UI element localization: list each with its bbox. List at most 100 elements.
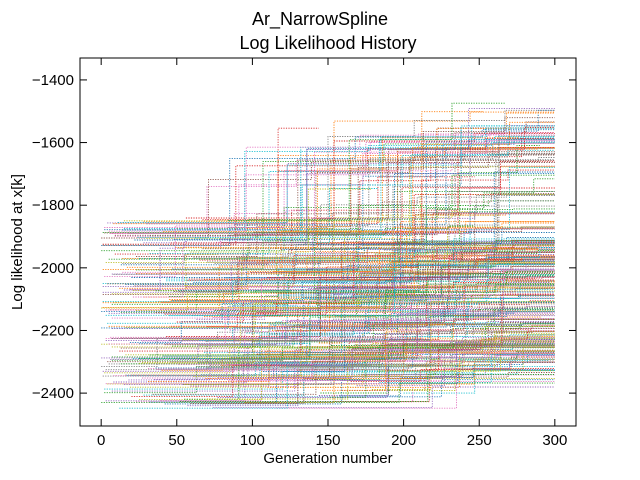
likelihood-series-line: [315, 160, 555, 254]
likelihood-series-line: [359, 260, 514, 274]
likelihood-series-line: [149, 344, 555, 356]
likelihood-series-line: [102, 247, 537, 308]
likelihood-series-line: [101, 382, 555, 403]
likelihood-series-line: [185, 133, 555, 219]
likelihood-series-line: [166, 263, 555, 282]
likelihood-series-line: [142, 298, 412, 364]
likelihood-series-line: [108, 132, 555, 232]
chart-title: Ar_NarrowSpline: [252, 9, 388, 30]
likelihood-series-line: [314, 258, 555, 289]
likelihood-series-line: [380, 278, 536, 289]
likelihood-series-line: [252, 127, 555, 238]
likelihood-series-line: [104, 336, 555, 374]
likelihood-series-line: [143, 349, 555, 365]
likelihood-series-line: [329, 316, 542, 326]
likelihood-series-line: [275, 132, 555, 249]
likelihood-series-line: [139, 251, 555, 259]
likelihood-series-line: [129, 271, 477, 290]
likelihood-series-line: [114, 151, 555, 236]
likelihood-series-line: [155, 213, 555, 270]
likelihood-series-line: [101, 338, 421, 359]
likelihood-series-line: [267, 352, 555, 388]
likelihood-series-line: [113, 148, 539, 225]
likelihood-series-line: [393, 241, 555, 302]
likelihood-series-line: [122, 242, 342, 265]
likelihood-series-line: [123, 142, 555, 230]
likelihood-series-line: [331, 359, 555, 385]
likelihood-series-line: [235, 340, 455, 366]
likelihood-series-line: [123, 241, 188, 291]
likelihood-series-line: [370, 257, 555, 275]
likelihood-series-line: [213, 277, 285, 319]
x-tick-label: 50: [168, 432, 185, 449]
y-tick-label: −2200: [32, 322, 74, 339]
likelihood-series-line: [182, 322, 288, 340]
likelihood-series-line: [270, 284, 555, 303]
likelihood-series-line: [128, 159, 555, 234]
likelihood-series-line: [376, 329, 446, 362]
likelihood-series-line: [161, 263, 269, 303]
likelihood-series-line: [119, 358, 555, 409]
likelihood-series-line: [214, 272, 555, 311]
likelihood-series-line: [213, 386, 555, 409]
likelihood-series-line: [120, 232, 555, 266]
likelihood-series-line: [105, 343, 555, 371]
likelihood-series-line: [359, 285, 475, 308]
likelihood-series-line: [240, 226, 555, 259]
likelihood-series-line: [105, 369, 555, 402]
likelihood-series-line: [273, 222, 555, 272]
likelihood-series-line: [149, 136, 555, 254]
likelihood-series-line: [350, 367, 555, 382]
likelihood-series-line: [142, 352, 555, 379]
likelihood-series-line: [256, 214, 507, 263]
likelihood-series-line: [225, 237, 555, 279]
likelihood-series-line: [111, 318, 555, 339]
likelihood-series-line: [126, 360, 549, 377]
likelihood-series-line: [205, 361, 555, 379]
likelihood-series-line: [281, 295, 555, 328]
likelihood-series-line: [111, 341, 555, 361]
likelihood-series-line: [119, 262, 555, 289]
likelihood-series-line: [184, 346, 266, 400]
likelihood-series-line: [163, 312, 514, 357]
likelihood-series-line: [234, 142, 555, 227]
likelihood-series-line: [143, 137, 519, 223]
likelihood-series-line: [341, 372, 555, 392]
likelihood-series-line: [279, 322, 555, 337]
likelihood-series-line: [107, 147, 555, 224]
likelihood-series-line: [317, 152, 555, 228]
likelihood-series-line: [356, 361, 555, 387]
likelihood-series-line: [193, 370, 555, 378]
likelihood-series-line: [264, 339, 555, 364]
likelihood-series-line: [190, 320, 472, 386]
likelihood-series-line: [382, 242, 555, 272]
likelihood-series-line: [136, 290, 244, 312]
likelihood-series-line: [403, 166, 555, 230]
likelihood-series-line: [166, 320, 348, 345]
likelihood-series-line: [228, 154, 555, 236]
x-tick-label: 100: [240, 432, 265, 449]
likelihood-series-line: [311, 211, 555, 250]
likelihood-series-line: [101, 329, 297, 368]
likelihood-series-line: [105, 341, 555, 385]
likelihood-series-line: [253, 117, 555, 233]
likelihood-series-line: [237, 306, 555, 324]
likelihood-series-line: [202, 212, 555, 250]
likelihood-series-line: [270, 273, 555, 294]
likelihood-series-line: [311, 305, 555, 368]
likelihood-series-line: [214, 111, 484, 221]
likelihood-series-line: [252, 280, 555, 342]
likelihood-series-line: [394, 171, 555, 253]
likelihood-series-line: [105, 318, 555, 340]
likelihood-series-line: [175, 168, 386, 248]
likelihood-series-line: [380, 293, 555, 346]
likelihood-series-line: [379, 153, 555, 244]
likelihood-series-line: [266, 310, 555, 361]
x-tick-label: 150: [315, 432, 340, 449]
likelihood-series-line: [396, 226, 555, 263]
likelihood-series-line: [136, 380, 555, 403]
likelihood-series-line: [108, 283, 407, 345]
likelihood-series-line: [196, 346, 555, 367]
likelihood-series-line: [125, 341, 555, 356]
likelihood-series-line: [120, 288, 549, 339]
